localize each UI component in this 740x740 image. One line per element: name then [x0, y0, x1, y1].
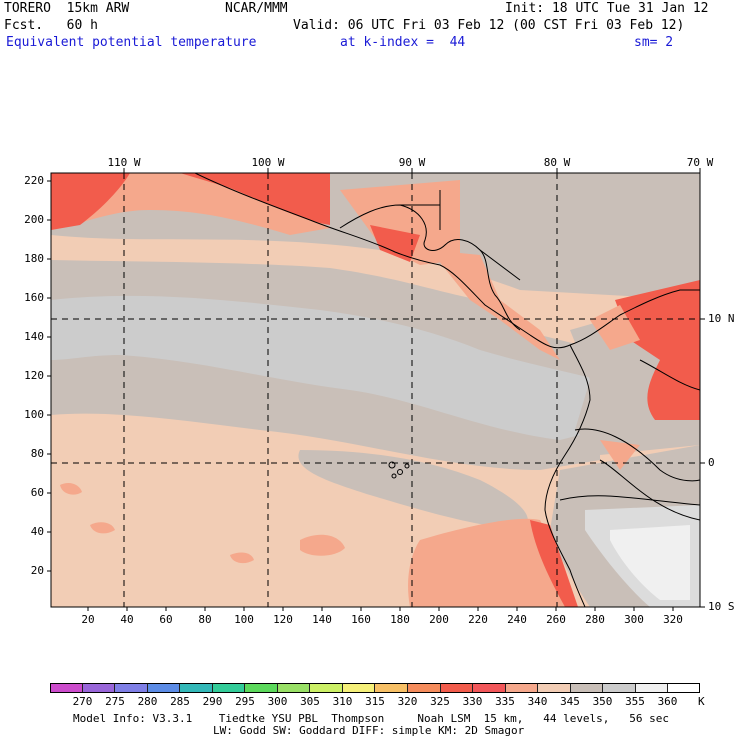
- y-tick-label: 180: [24, 252, 44, 265]
- x-tick-label: 120: [273, 613, 293, 626]
- y-tick-label: 120: [24, 369, 44, 382]
- y-tick-label: 60: [30, 486, 44, 499]
- y-tick-label: 40: [30, 525, 44, 538]
- colorbar-swatch: [440, 683, 474, 693]
- shaded-field: [51, 173, 700, 607]
- organization-label: NCAR/MMM: [225, 1, 288, 16]
- physics-info: LW: Godd SW: Goddard DIFF: simple KM: 2D…: [213, 724, 525, 737]
- colorbar-label: 305: [300, 695, 320, 708]
- colorbar-swatch: [473, 683, 506, 693]
- lon-label: 90 W: [398, 156, 426, 169]
- x-tick-label: 80: [198, 613, 212, 626]
- colorbar-unit: K: [698, 695, 705, 708]
- colorbar-swatch: [147, 683, 181, 693]
- left-ticks: [47, 180, 51, 572]
- coastlines: [194, 173, 700, 607]
- x-tick-label: 60: [159, 613, 173, 626]
- x-tick-label: 160: [351, 613, 371, 626]
- colorbar-swatch: [635, 683, 669, 693]
- y-tick-label: 200: [24, 213, 44, 226]
- colorbar-swatch: [668, 683, 700, 693]
- colorbar-swatch: [115, 683, 148, 693]
- colorbar-swatch: [375, 683, 409, 693]
- colorbar-label: 330: [462, 695, 483, 708]
- field-name: Equivalent potential temperature: [6, 35, 257, 50]
- lon-label: 80 W: [543, 156, 571, 169]
- colorbar-swatch: [82, 683, 116, 693]
- x-tick-label: 280: [585, 613, 605, 626]
- colorbar-label: 310: [332, 695, 353, 708]
- x-tick-label: 100: [234, 613, 254, 626]
- colorbar-label: 270: [72, 695, 93, 708]
- x-tick-label: 140: [312, 613, 332, 626]
- valid-time: Valid: 06 UTC Fri 03 Feb 12 (00 CST Fri …: [293, 18, 685, 33]
- colorbar-label: 300: [267, 695, 288, 708]
- lat-label: 0: [708, 456, 715, 469]
- x-tick-label: 220: [468, 613, 488, 626]
- smoothing-label: sm= 2: [634, 35, 674, 50]
- x-tick-label: 40: [120, 613, 134, 626]
- right-ticks: [700, 318, 705, 608]
- x-tick-label: 320: [663, 613, 683, 626]
- lat-label: 10 N: [708, 312, 735, 325]
- x-tick-label: 200: [429, 613, 449, 626]
- y-tick-label: 140: [24, 330, 44, 343]
- model-title: TORERO 15km ARW: [4, 1, 130, 16]
- colorbar-label: 275: [105, 695, 125, 708]
- y-tick-label: 220: [24, 174, 44, 187]
- colorbar-label: 345: [560, 695, 580, 708]
- x-tick-label: 260: [546, 613, 566, 626]
- colorbar: [50, 683, 700, 693]
- colorbar-swatch: [212, 683, 246, 693]
- colorbar-label: 335: [495, 695, 515, 708]
- colorbar-swatch: [277, 683, 311, 693]
- lat-lon-grid: [51, 173, 700, 607]
- plot-frame: [50, 172, 701, 608]
- lat-label: 10 S: [708, 600, 735, 613]
- y-tick-label: 20: [30, 564, 44, 577]
- lon-label: 70 W: [686, 156, 714, 169]
- colorbar-label: 290: [202, 695, 223, 708]
- colorbar-swatch: [245, 683, 278, 693]
- colorbar-label: 295: [235, 695, 255, 708]
- colorbar-swatch: [310, 683, 343, 693]
- y-tick-label: 80: [30, 447, 44, 460]
- bottom-ticks: [87, 607, 674, 611]
- colorbar-label: 285: [170, 695, 190, 708]
- colorbar-label: 280: [137, 695, 158, 708]
- y-tick-label: 160: [24, 291, 44, 304]
- colorbar-label: 355: [625, 695, 645, 708]
- colorbar-swatch: [505, 683, 539, 693]
- colorbar-swatch: [570, 683, 604, 693]
- x-tick-label: 240: [507, 613, 527, 626]
- colorbar-label: 320: [397, 695, 418, 708]
- model-info: Model Info: V3.3.1 Tiedtke YSU PBL Thomp…: [73, 712, 670, 725]
- colorbar-swatch: [538, 683, 571, 693]
- x-tick-label: 180: [390, 613, 410, 626]
- colorbar-label: 340: [527, 695, 548, 708]
- lon-label: 110 W: [107, 156, 141, 169]
- colorbar-label: 325: [430, 695, 450, 708]
- x-tick-label: 300: [624, 613, 644, 626]
- colorbar-label: 360: [657, 695, 678, 708]
- level-index: at k-index = 44: [340, 35, 466, 50]
- top-ticks: [123, 168, 701, 173]
- forecast-hour: Fcst. 60 h: [4, 18, 98, 33]
- colorbar-swatch: [603, 683, 636, 693]
- colorbar-swatch: [180, 683, 213, 693]
- colorbar-swatch: [408, 683, 441, 693]
- colorbar-swatch: [50, 683, 83, 693]
- colorbar-label: 315: [365, 695, 385, 708]
- x-tick-label: 20: [81, 613, 95, 626]
- lon-label: 100 W: [251, 156, 285, 169]
- y-tick-label: 100: [24, 408, 44, 421]
- colorbar-swatch: [342, 683, 376, 693]
- colorbar-label: 350: [592, 695, 613, 708]
- init-time: Init: 18 UTC Tue 31 Jan 12: [505, 1, 709, 16]
